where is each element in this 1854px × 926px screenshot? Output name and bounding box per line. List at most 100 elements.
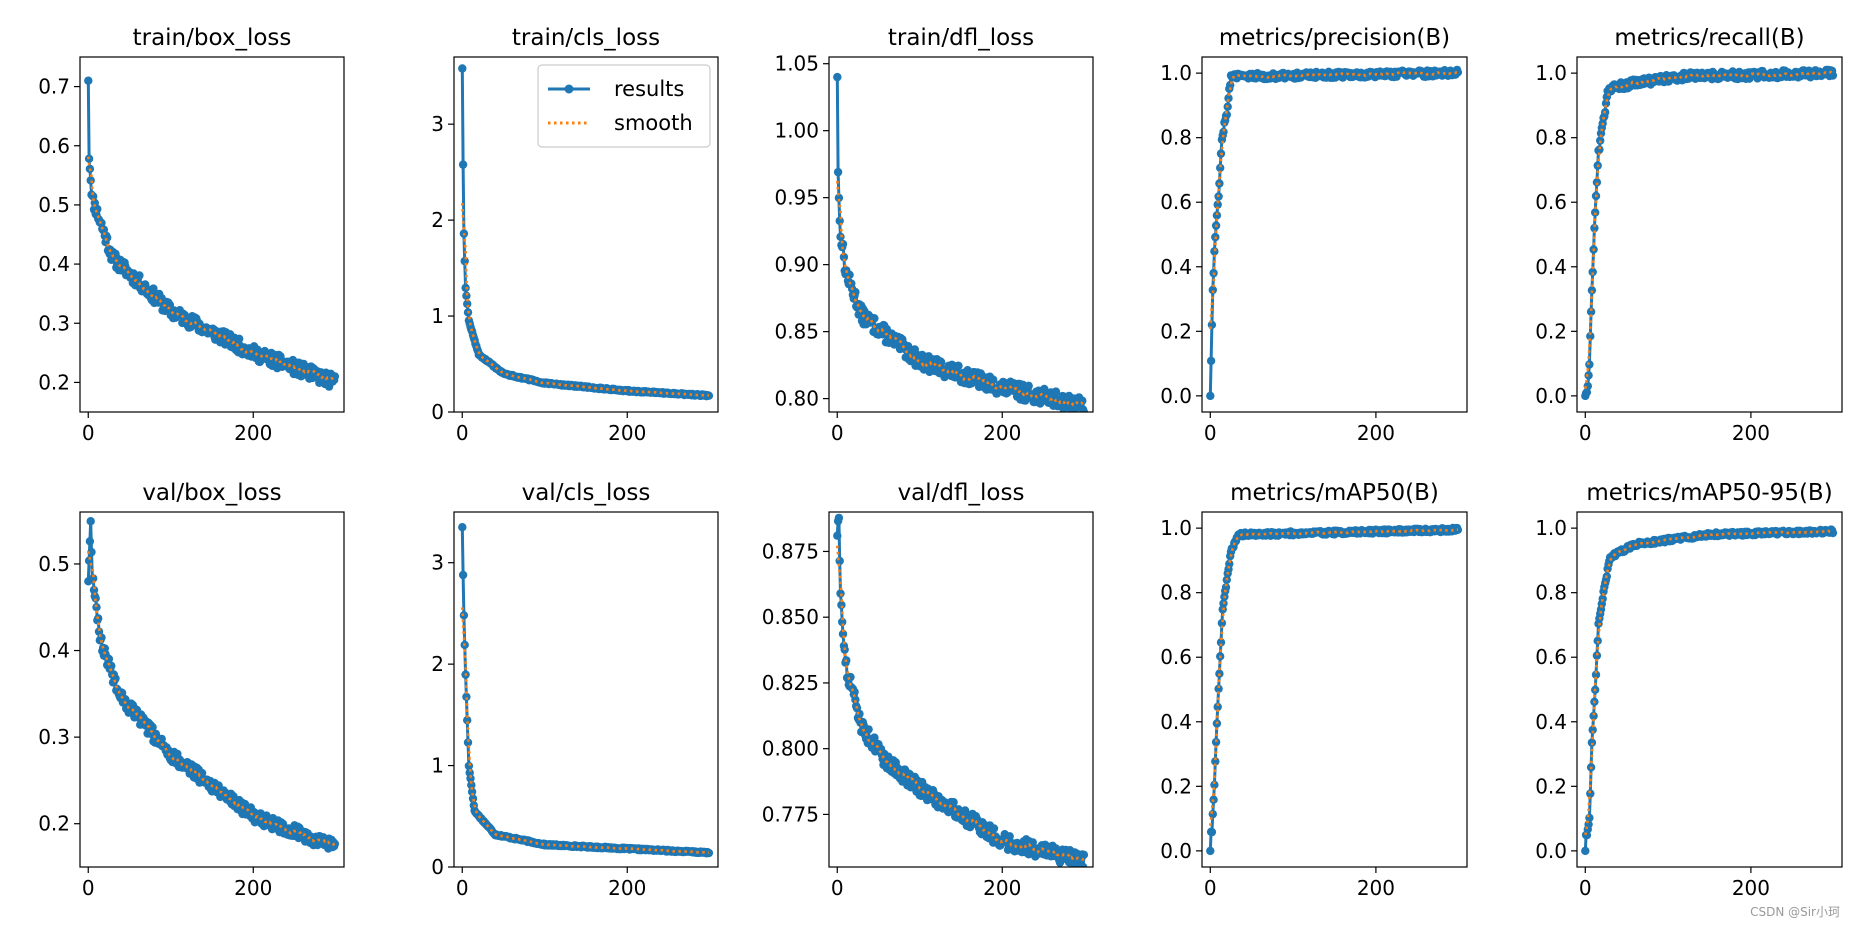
results-point bbox=[1588, 725, 1597, 735]
y-tick-label: 0.6 bbox=[1160, 645, 1192, 669]
results-point bbox=[1593, 636, 1602, 645]
subplot-train-cls-loss: train/cls_loss 0 200 0 1 2 3 results smooth bbox=[431, 25, 719, 445]
y-tick-label: 0.6 bbox=[1535, 190, 1567, 214]
results-point bbox=[1224, 94, 1233, 103]
results-point bbox=[1078, 862, 1088, 867]
results-point bbox=[463, 716, 472, 725]
results-markers bbox=[84, 517, 340, 853]
results-point bbox=[1216, 163, 1225, 173]
subplot-metrics-recall-b: metrics/recall(B) 0 200 0.0 0.2 0.4 0.6 0.8 1.0 bbox=[1535, 25, 1843, 445]
y-tick-label: 0.8 bbox=[1160, 126, 1192, 150]
results-markers bbox=[833, 513, 1089, 867]
results-point bbox=[1216, 638, 1226, 647]
subplot-title: metrics/mAP50-95(B) bbox=[1586, 480, 1832, 506]
results-point bbox=[906, 783, 915, 792]
results-point bbox=[1217, 618, 1227, 628]
x-tick-label: 200 bbox=[234, 876, 272, 900]
subplot-title: metrics/mAP50(B) bbox=[1230, 480, 1439, 506]
x-tick-label: 0 bbox=[82, 876, 95, 900]
subplot-title: metrics/recall(B) bbox=[1614, 25, 1804, 51]
results-point bbox=[86, 517, 95, 526]
y-tick-label: 0.3 bbox=[38, 311, 70, 335]
y-tick-label: 1.05 bbox=[774, 52, 819, 76]
x-tick-label: 200 bbox=[1357, 876, 1395, 900]
results-markers bbox=[84, 76, 340, 391]
results-point bbox=[1221, 583, 1231, 592]
y-tick-label: 1 bbox=[431, 754, 444, 778]
x-tick-label: 0 bbox=[1579, 876, 1592, 900]
y-tick-label: 0.2 bbox=[1160, 774, 1192, 798]
smooth-line bbox=[1209, 528, 1459, 826]
smooth-line bbox=[836, 545, 1085, 861]
subplot-metrics-precision-b: metrics/precision(B) 0 200 0.0 0.2 0.4 0.6 0.8 1… bbox=[1160, 25, 1468, 445]
y-tick-label: 0.0 bbox=[1535, 384, 1567, 408]
y-tick-label: 0.2 bbox=[1535, 319, 1567, 343]
results-point bbox=[1213, 200, 1222, 209]
results-line bbox=[1583, 528, 1835, 851]
axes-frame bbox=[828, 56, 1094, 413]
y-tick-label: 3 bbox=[431, 112, 444, 136]
y-tick-label: 0.6 bbox=[1160, 190, 1192, 214]
y-tick-label: 0.5 bbox=[38, 193, 70, 217]
results-point bbox=[837, 600, 846, 610]
results-point bbox=[1024, 381, 1033, 390]
plot-area bbox=[458, 64, 714, 401]
y-tick-label: 0 bbox=[431, 855, 444, 879]
subplot-title: metrics/precision(B) bbox=[1219, 25, 1450, 51]
y-tick-label: 0.4 bbox=[38, 252, 70, 276]
x-tick-label: 0 bbox=[82, 421, 95, 445]
results-markers bbox=[458, 523, 714, 858]
y-tick-label: 1.0 bbox=[1160, 61, 1192, 85]
results-point bbox=[157, 734, 166, 744]
results-point bbox=[989, 375, 998, 384]
subplot-title: train/dfl_loss bbox=[888, 25, 1034, 51]
results-point bbox=[463, 738, 473, 747]
plot-area bbox=[1581, 65, 1838, 401]
results-point bbox=[458, 160, 468, 169]
results-point bbox=[1589, 711, 1598, 721]
results-point bbox=[836, 589, 845, 598]
results-point bbox=[1586, 332, 1595, 341]
y-tick-label: 0.775 bbox=[762, 802, 819, 826]
plot-area bbox=[84, 517, 340, 853]
smooth-line bbox=[836, 180, 1085, 407]
results-point bbox=[1453, 68, 1463, 77]
results-line bbox=[86, 519, 337, 850]
y-tick-label: 1 bbox=[431, 304, 444, 328]
results-point bbox=[458, 523, 467, 532]
results-point bbox=[949, 798, 958, 807]
results-line bbox=[1208, 526, 1460, 851]
watermark: CSDN @Sir小珂 bbox=[1750, 905, 1840, 919]
y-tick-label: 0.875 bbox=[762, 539, 819, 563]
results-point bbox=[148, 723, 157, 732]
results-point bbox=[89, 574, 98, 583]
smooth-line bbox=[87, 156, 336, 381]
results-point bbox=[833, 72, 842, 82]
axes-frame bbox=[1201, 511, 1468, 868]
results-line bbox=[835, 77, 1086, 412]
y-tick-label: 3 bbox=[431, 551, 444, 575]
results-point bbox=[1584, 371, 1593, 380]
y-tick-label: 0.850 bbox=[762, 605, 819, 629]
results-point bbox=[135, 271, 144, 280]
smooth-line bbox=[1584, 70, 1834, 389]
y-tick-label: 1.0 bbox=[1535, 61, 1567, 85]
y-tick-label: 0.2 bbox=[1160, 319, 1192, 343]
results-point bbox=[1208, 285, 1218, 295]
plot-area bbox=[458, 523, 714, 858]
results-point bbox=[1210, 780, 1219, 789]
y-tick-label: 0.80 bbox=[774, 387, 819, 411]
results-markers bbox=[1206, 523, 1463, 856]
smooth-line bbox=[1584, 529, 1834, 836]
results-point bbox=[839, 252, 849, 262]
y-tick-label: 0.825 bbox=[762, 671, 819, 695]
y-tick-label: 0.3 bbox=[38, 725, 70, 749]
y-tick-label: 0.8 bbox=[1535, 581, 1567, 605]
x-tick-label: 200 bbox=[234, 421, 272, 445]
y-tick-label: 0.4 bbox=[1535, 255, 1567, 279]
y-tick-label: 0.8 bbox=[1160, 581, 1192, 605]
axes-frame bbox=[79, 56, 345, 413]
axes-frame bbox=[1201, 56, 1468, 413]
smooth-line bbox=[461, 607, 709, 855]
